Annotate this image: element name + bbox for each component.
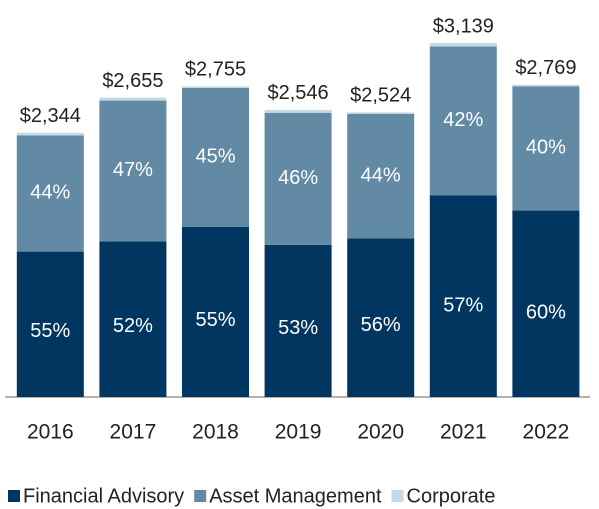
value-label: 40% — [526, 137, 566, 159]
bar-segment — [512, 86, 580, 211]
value-label: 57% — [443, 294, 483, 316]
legend-swatch — [194, 490, 207, 502]
value-label: 55% — [30, 320, 70, 342]
bar-segment — [429, 46, 497, 196]
value-label: 55% — [195, 309, 235, 331]
bar-segment — [16, 132, 84, 136]
value-label: 52% — [113, 315, 153, 337]
bar-segment — [347, 113, 415, 239]
value-label: 46% — [278, 167, 318, 189]
total-label: $2,524 — [350, 85, 411, 107]
bar-segment — [264, 244, 332, 397]
legend-swatch — [391, 490, 404, 502]
bar-segment — [347, 112, 415, 114]
value-label: 56% — [361, 314, 401, 336]
total-label: $2,769 — [515, 57, 576, 79]
bar-segment — [429, 43, 497, 47]
x-tick-label: 2018 — [192, 421, 239, 444]
value-label: 45% — [195, 146, 235, 168]
bar-segment — [512, 210, 580, 397]
total-label: $2,344 — [20, 105, 81, 127]
total-label: $2,546 — [268, 82, 329, 104]
bar-segment — [512, 84, 580, 87]
bar-segment — [264, 109, 332, 113]
legend-label: Financial Advisory — [23, 485, 184, 507]
value-label: 47% — [113, 159, 153, 181]
bar-segment — [182, 87, 249, 227]
bar-segment — [182, 86, 249, 88]
total-label: $3,139 — [433, 15, 494, 37]
legend-label: Asset Management — [209, 485, 382, 507]
value-label: 60% — [526, 301, 566, 323]
value-label: 53% — [278, 317, 318, 339]
value-label: 44% — [361, 164, 401, 186]
x-tick-label: 2021 — [440, 421, 487, 444]
bar-segment — [99, 241, 167, 397]
bar-segment — [16, 135, 84, 252]
x-tick-label: 2017 — [110, 421, 157, 444]
bar-segment — [16, 251, 84, 397]
legend-swatch — [8, 490, 20, 502]
x-tick-label: 2016 — [27, 421, 74, 444]
bar-segment — [182, 226, 249, 397]
bar-segment — [429, 195, 497, 397]
value-label: 42% — [443, 109, 483, 131]
bar-segment — [99, 100, 167, 242]
bar-segment — [264, 112, 332, 245]
x-tick-label: 2019 — [275, 421, 322, 444]
x-tick-label: 2022 — [523, 421, 570, 444]
total-label: $2,655 — [102, 70, 163, 92]
legend-label: Corporate — [407, 485, 496, 507]
bar-segment — [347, 238, 415, 397]
x-tick-label: 2020 — [357, 421, 404, 444]
bar-segment — [99, 97, 167, 101]
value-label: 44% — [30, 182, 70, 204]
total-label: $2,755 — [185, 59, 246, 81]
